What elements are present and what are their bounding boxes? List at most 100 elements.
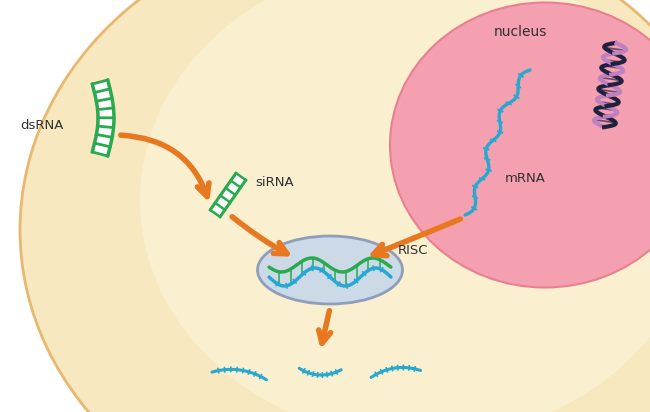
Text: mRNA: mRNA — [505, 171, 546, 185]
Polygon shape — [236, 173, 246, 180]
Polygon shape — [98, 124, 114, 126]
Polygon shape — [96, 98, 112, 102]
Polygon shape — [96, 93, 111, 97]
Polygon shape — [96, 96, 112, 100]
Polygon shape — [97, 102, 112, 105]
Polygon shape — [214, 205, 224, 212]
Polygon shape — [214, 204, 224, 211]
Polygon shape — [211, 208, 222, 215]
Polygon shape — [94, 85, 109, 89]
Polygon shape — [94, 143, 110, 147]
Polygon shape — [93, 83, 109, 88]
Polygon shape — [231, 180, 241, 187]
Polygon shape — [94, 87, 110, 91]
Polygon shape — [93, 150, 109, 154]
Polygon shape — [226, 187, 236, 194]
Polygon shape — [96, 136, 112, 140]
Polygon shape — [220, 195, 231, 202]
Polygon shape — [214, 204, 224, 211]
Polygon shape — [98, 105, 113, 108]
Polygon shape — [97, 101, 112, 103]
Polygon shape — [96, 137, 112, 141]
Polygon shape — [97, 100, 112, 103]
Polygon shape — [98, 108, 114, 110]
Polygon shape — [96, 134, 112, 137]
Polygon shape — [217, 199, 228, 207]
Polygon shape — [93, 82, 109, 87]
Polygon shape — [222, 192, 232, 200]
Polygon shape — [97, 131, 113, 133]
Polygon shape — [213, 206, 223, 213]
Polygon shape — [222, 193, 232, 200]
Polygon shape — [94, 86, 109, 90]
Polygon shape — [233, 176, 244, 184]
Polygon shape — [93, 82, 108, 86]
Polygon shape — [97, 131, 113, 133]
Polygon shape — [98, 106, 113, 108]
Polygon shape — [94, 147, 109, 151]
Polygon shape — [98, 113, 114, 114]
Polygon shape — [98, 116, 114, 117]
Polygon shape — [92, 81, 108, 85]
Polygon shape — [96, 136, 112, 139]
Polygon shape — [94, 147, 109, 151]
Polygon shape — [230, 181, 240, 188]
Polygon shape — [216, 200, 227, 208]
Polygon shape — [93, 82, 109, 87]
Polygon shape — [95, 90, 110, 94]
Polygon shape — [219, 197, 229, 204]
Polygon shape — [96, 138, 111, 142]
Ellipse shape — [257, 236, 402, 304]
Polygon shape — [98, 124, 114, 126]
Polygon shape — [96, 140, 111, 143]
Polygon shape — [218, 198, 229, 205]
Polygon shape — [98, 115, 114, 116]
Polygon shape — [219, 197, 229, 205]
Polygon shape — [227, 185, 237, 192]
Polygon shape — [229, 183, 239, 190]
Polygon shape — [96, 98, 112, 101]
Polygon shape — [222, 193, 232, 201]
Polygon shape — [228, 184, 239, 191]
Polygon shape — [97, 132, 112, 135]
Polygon shape — [94, 84, 109, 89]
Polygon shape — [98, 106, 113, 109]
Polygon shape — [98, 126, 114, 129]
Polygon shape — [211, 209, 221, 216]
Polygon shape — [211, 209, 220, 216]
Polygon shape — [96, 136, 112, 140]
Polygon shape — [94, 145, 109, 150]
Polygon shape — [96, 135, 112, 138]
Polygon shape — [98, 124, 114, 125]
Polygon shape — [98, 129, 113, 131]
Polygon shape — [98, 120, 114, 122]
Polygon shape — [98, 108, 114, 110]
Polygon shape — [97, 100, 112, 103]
Polygon shape — [223, 192, 233, 199]
Polygon shape — [94, 146, 109, 150]
Polygon shape — [95, 142, 110, 146]
Polygon shape — [94, 145, 110, 149]
Polygon shape — [96, 96, 112, 99]
Polygon shape — [235, 175, 245, 182]
Polygon shape — [98, 118, 114, 119]
Polygon shape — [93, 150, 109, 154]
Polygon shape — [216, 202, 226, 209]
Polygon shape — [97, 130, 113, 132]
Polygon shape — [98, 110, 114, 111]
Polygon shape — [231, 180, 241, 187]
Polygon shape — [210, 210, 220, 217]
Polygon shape — [98, 107, 113, 109]
Polygon shape — [95, 91, 110, 95]
Polygon shape — [225, 189, 235, 196]
Polygon shape — [92, 81, 108, 85]
Polygon shape — [94, 88, 110, 92]
Polygon shape — [95, 141, 110, 145]
Polygon shape — [98, 107, 114, 109]
Polygon shape — [95, 140, 111, 144]
Polygon shape — [95, 140, 110, 144]
Polygon shape — [92, 80, 108, 85]
Polygon shape — [233, 177, 243, 185]
Text: nucleus: nucleus — [493, 25, 547, 39]
Polygon shape — [97, 130, 113, 133]
